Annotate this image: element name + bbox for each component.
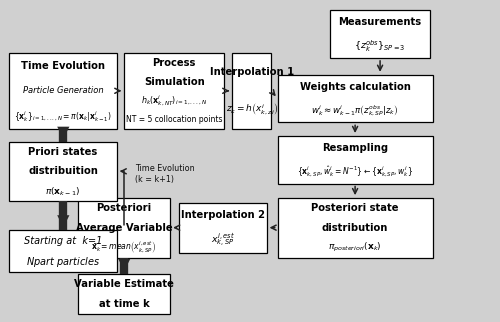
- FancyBboxPatch shape: [10, 53, 117, 129]
- FancyBboxPatch shape: [330, 10, 430, 58]
- FancyBboxPatch shape: [124, 53, 224, 129]
- Text: distribution: distribution: [322, 223, 388, 233]
- Text: Weights calculation: Weights calculation: [300, 81, 410, 92]
- Text: Average Variable: Average Variable: [76, 223, 172, 233]
- Text: Posteriori state: Posteriori state: [312, 203, 399, 213]
- FancyBboxPatch shape: [10, 142, 117, 201]
- Text: $\pi(\mathbf{x}_{k-1})$: $\pi(\mathbf{x}_{k-1})$: [46, 185, 80, 198]
- Text: Posteriori: Posteriori: [96, 203, 152, 213]
- Text: Process: Process: [152, 58, 196, 68]
- Text: $\{\mathbf{x}_{k,SP}^i, \hat{w}_k^i=N^{-1}\} \leftarrow \{\mathbf{x}_{k,SP}^i, w: $\{\mathbf{x}_{k,SP}^i, \hat{w}_k^i=N^{-…: [297, 164, 413, 179]
- Text: distribuition: distribuition: [28, 166, 98, 176]
- Text: $z_k = h\left(x_{k,zi}^i\right)$: $z_k = h\left(x_{k,zi}^i\right)$: [226, 102, 278, 118]
- FancyBboxPatch shape: [278, 75, 432, 122]
- Text: Variable Estimate: Variable Estimate: [74, 279, 174, 289]
- Text: Interpolation 2: Interpolation 2: [181, 210, 265, 220]
- Text: $\{z_k^{obs}\}_{SP=3}$: $\{z_k^{obs}\}_{SP=3}$: [354, 38, 406, 54]
- Text: $Npart$ particles: $Npart$ particles: [26, 255, 100, 269]
- FancyBboxPatch shape: [278, 136, 432, 184]
- Text: Measurements: Measurements: [338, 17, 421, 27]
- Text: NT = 5 collocation points: NT = 5 collocation points: [126, 115, 222, 124]
- Text: $\{\mathbf{x}_k^i\}_{i=1,...,N} = \pi(\mathbf{x}_k|\mathbf{x}_{k-1}^i)$: $\{\mathbf{x}_k^i\}_{i=1,...,N} = \pi(\m…: [14, 109, 112, 124]
- Text: Particle Generation: Particle Generation: [22, 87, 103, 95]
- Text: $\bar{\mathbf{x}}_k = mean\left(x_{k,SP}^{i,est}\right)$: $\bar{\mathbf{x}}_k = mean\left(x_{k,SP}…: [92, 240, 156, 255]
- FancyBboxPatch shape: [10, 230, 117, 272]
- Text: Time Evolution: Time Evolution: [21, 61, 105, 71]
- Text: Simulation: Simulation: [144, 77, 204, 87]
- FancyBboxPatch shape: [278, 198, 432, 258]
- FancyBboxPatch shape: [78, 198, 170, 258]
- Text: Time Evolution
(k = k+1): Time Evolution (k = k+1): [136, 164, 195, 184]
- Text: at time k: at time k: [98, 299, 150, 309]
- Text: Priori states: Priori states: [28, 147, 98, 156]
- Text: $h_k(\mathbf{x}_{k,NT}^i)_{i=1,...,N}$: $h_k(\mathbf{x}_{k,NT}^i)_{i=1,...,N}$: [141, 93, 208, 108]
- Text: $\pi_{posteriori}(\mathbf{x}_k)$: $\pi_{posteriori}(\mathbf{x}_k)$: [328, 241, 382, 254]
- Text: Starting at  k=1: Starting at k=1: [24, 236, 102, 246]
- FancyBboxPatch shape: [179, 203, 266, 253]
- Text: Interpolation 1: Interpolation 1: [210, 67, 294, 77]
- Text: Resampling: Resampling: [322, 143, 388, 153]
- Text: $x_{k,SP}^{i,est}$: $x_{k,SP}^{i,est}$: [211, 232, 235, 249]
- Text: $w_k^i \approx w_{k-1}^i \pi\left(z_{k,SP}^{obs}|z_k\right)$: $w_k^i \approx w_{k-1}^i \pi\left(z_{k,S…: [312, 103, 399, 118]
- FancyBboxPatch shape: [78, 274, 170, 314]
- FancyBboxPatch shape: [232, 53, 271, 129]
